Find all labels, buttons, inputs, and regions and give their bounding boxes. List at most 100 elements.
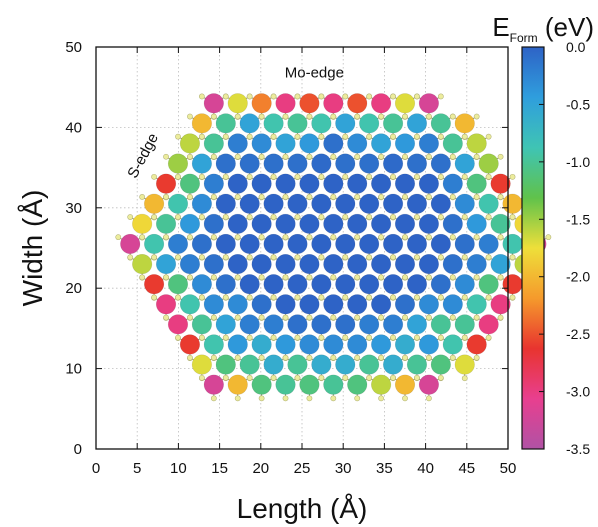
mo-atom-point xyxy=(371,294,392,315)
colorbar-tick-label: -3.0 xyxy=(566,384,590,400)
x-tick-label: 40 xyxy=(417,460,434,477)
mo-atom-point xyxy=(347,93,368,114)
mo-atom-point xyxy=(430,113,451,134)
s-atom xyxy=(139,274,146,281)
s-atom xyxy=(282,274,289,281)
mo-atom-point xyxy=(155,294,177,315)
s-atom xyxy=(497,153,504,160)
mo-atom-point xyxy=(275,294,296,315)
colorbar-tick-label: -2.0 xyxy=(566,269,590,285)
mo-atom-point xyxy=(394,133,416,154)
s-atom xyxy=(342,133,349,140)
mo-atom-point xyxy=(430,153,451,174)
mo-atom-point xyxy=(442,133,463,154)
s-atom xyxy=(437,93,444,100)
mo-atom-point xyxy=(359,233,380,255)
s-atom xyxy=(330,354,337,361)
s-atom xyxy=(425,354,432,361)
mo-atom-point xyxy=(347,374,368,395)
mo-atom-point xyxy=(454,233,475,255)
s-atom xyxy=(127,254,134,261)
s-atom xyxy=(210,274,217,281)
s-atom xyxy=(497,274,504,281)
y-tick-label: 40 xyxy=(65,119,82,136)
mo-atom-point xyxy=(382,354,404,375)
colorbar-tick-label: -1.0 xyxy=(566,154,590,170)
s-atom xyxy=(151,214,157,220)
s-atom xyxy=(342,294,349,301)
mo-atom-point xyxy=(203,294,224,315)
mo-atom-point xyxy=(311,153,332,174)
s-atom xyxy=(461,254,468,261)
mo-atom-point xyxy=(191,233,212,255)
mo-atom-point xyxy=(371,173,392,194)
mo-atom-point xyxy=(454,354,475,375)
mo-atom-point xyxy=(287,113,308,134)
mo-atom-point xyxy=(227,133,248,154)
s-atom xyxy=(163,274,169,281)
s-atom xyxy=(318,294,325,301)
mo-atom-point xyxy=(251,93,272,114)
s-atom xyxy=(378,354,385,361)
s-atom xyxy=(485,254,492,261)
mo-atom-point xyxy=(418,133,439,154)
mo-atom-point xyxy=(215,354,236,375)
mo-atom-point xyxy=(132,253,153,275)
mo-atom-point xyxy=(394,374,416,395)
s-atom xyxy=(222,214,229,220)
s-atom xyxy=(402,234,408,241)
s-atom xyxy=(294,254,301,261)
colorbar: 0.0 -0.5 -1.0 -1.5 -2.0 -2.5 -3.0 -3.5 xyxy=(521,39,590,457)
s-atom xyxy=(294,173,301,180)
mo-atom-point xyxy=(311,274,332,295)
mo-atom-point xyxy=(251,294,272,315)
s-atom xyxy=(449,153,456,160)
mo-atom-point xyxy=(263,153,284,174)
mo-atom-point xyxy=(287,153,308,174)
s-atom xyxy=(497,234,504,241)
s-atom xyxy=(509,214,516,220)
s-atom xyxy=(425,395,432,402)
s-atom xyxy=(175,254,181,261)
mo-atom-point xyxy=(132,213,153,234)
s-atom xyxy=(509,294,516,301)
mo-atom-point xyxy=(359,193,380,214)
mo-atom-point xyxy=(382,153,404,174)
s-atom xyxy=(198,214,205,220)
s-atom xyxy=(449,354,456,361)
mo-atom-point xyxy=(167,314,189,335)
s-atom xyxy=(366,133,373,140)
s-atom xyxy=(306,274,313,281)
s-atom xyxy=(437,173,444,180)
s-atom xyxy=(366,214,373,220)
s-atom xyxy=(402,113,408,120)
mo-atom-point xyxy=(263,233,284,255)
mo-atom-point xyxy=(179,334,201,355)
mo-atom-point xyxy=(275,173,296,194)
s-atom xyxy=(246,214,253,220)
s-atom xyxy=(187,314,193,321)
mo-atom-point xyxy=(251,374,272,395)
s-atom xyxy=(187,113,193,120)
mo-atom-point xyxy=(299,133,320,154)
s-atom xyxy=(210,194,217,200)
mo-atom-point xyxy=(490,294,511,315)
mo-atom-point xyxy=(478,274,499,295)
s-atom xyxy=(414,374,420,381)
s-atom xyxy=(378,153,385,160)
s-atom xyxy=(234,395,241,402)
s-atom xyxy=(437,374,444,381)
mo-atom-point xyxy=(382,233,404,255)
mo-atom-point xyxy=(251,213,272,234)
mo-atom-point xyxy=(347,213,368,234)
mo-atom-point xyxy=(335,113,356,134)
mo-atom-point xyxy=(406,153,428,174)
s-atom xyxy=(294,334,301,341)
s-atom xyxy=(187,274,193,281)
mo-atom-point xyxy=(215,113,236,134)
mo-atom-point xyxy=(502,274,523,295)
mo-atom-point xyxy=(359,354,380,375)
mo-atom-point xyxy=(239,314,260,335)
s-atom xyxy=(330,113,337,120)
mo-atom-point xyxy=(311,113,332,134)
